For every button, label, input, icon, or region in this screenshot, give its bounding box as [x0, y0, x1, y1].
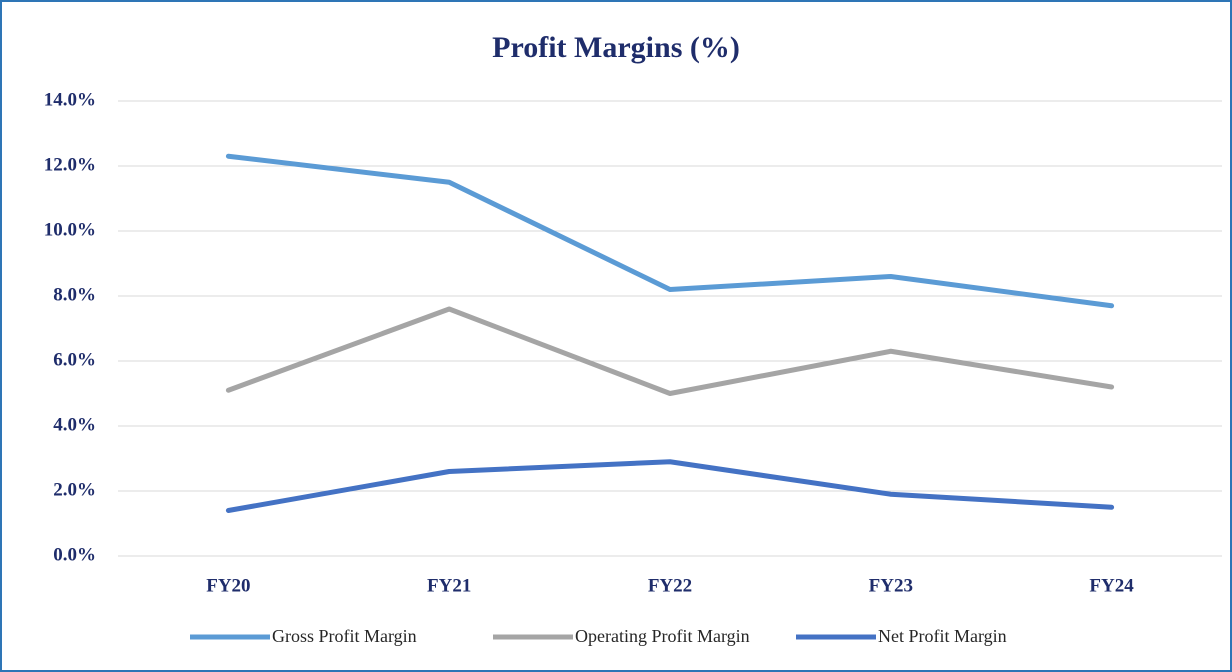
y-tick-label: 10.0%	[44, 219, 96, 240]
y-tick-label: 4.0%	[53, 414, 96, 435]
x-tick-label: FY21	[427, 575, 471, 596]
x-tick-label: FY24	[1089, 575, 1134, 596]
legend-label: Net Profit Margin	[878, 626, 1007, 646]
x-tick-label: FY23	[869, 575, 913, 596]
x-tick-label: FY22	[648, 575, 692, 596]
y-tick-label: 8.0%	[53, 284, 96, 305]
series-line	[225, 459, 1115, 513]
legend-label: Operating Profit Margin	[575, 626, 750, 646]
series-line	[225, 306, 1115, 396]
y-tick-label: 0.0%	[53, 544, 96, 565]
y-tick-label: 2.0%	[53, 479, 96, 500]
y-tick-label: 14.0%	[44, 89, 96, 110]
x-tick-label: FY20	[206, 575, 250, 596]
y-tick-label: 6.0%	[53, 349, 96, 370]
y-tick-label: 12.0%	[44, 154, 96, 175]
chart-title: Profit Margins (%)	[492, 31, 740, 64]
series-line	[225, 153, 1115, 309]
legend-label: Gross Profit Margin	[272, 626, 417, 646]
